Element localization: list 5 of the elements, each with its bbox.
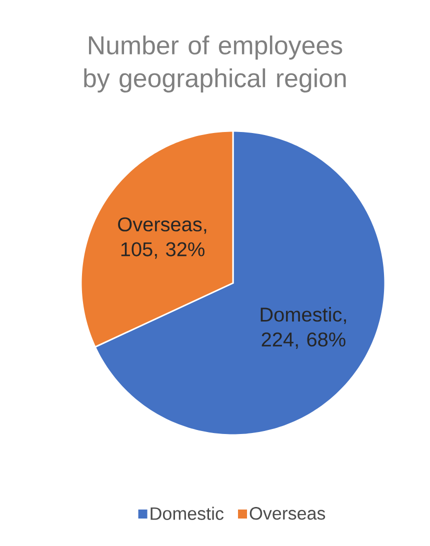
chart-title: Number of employees by geographical region	[84, 35, 346, 93]
legend-label: Domestic	[150, 506, 224, 520]
data-label: Overseas, 105, 32%	[118, 217, 206, 259]
legend-label: Overseas	[250, 507, 326, 520]
data-label: Domestic, 224, 68%	[260, 307, 346, 349]
